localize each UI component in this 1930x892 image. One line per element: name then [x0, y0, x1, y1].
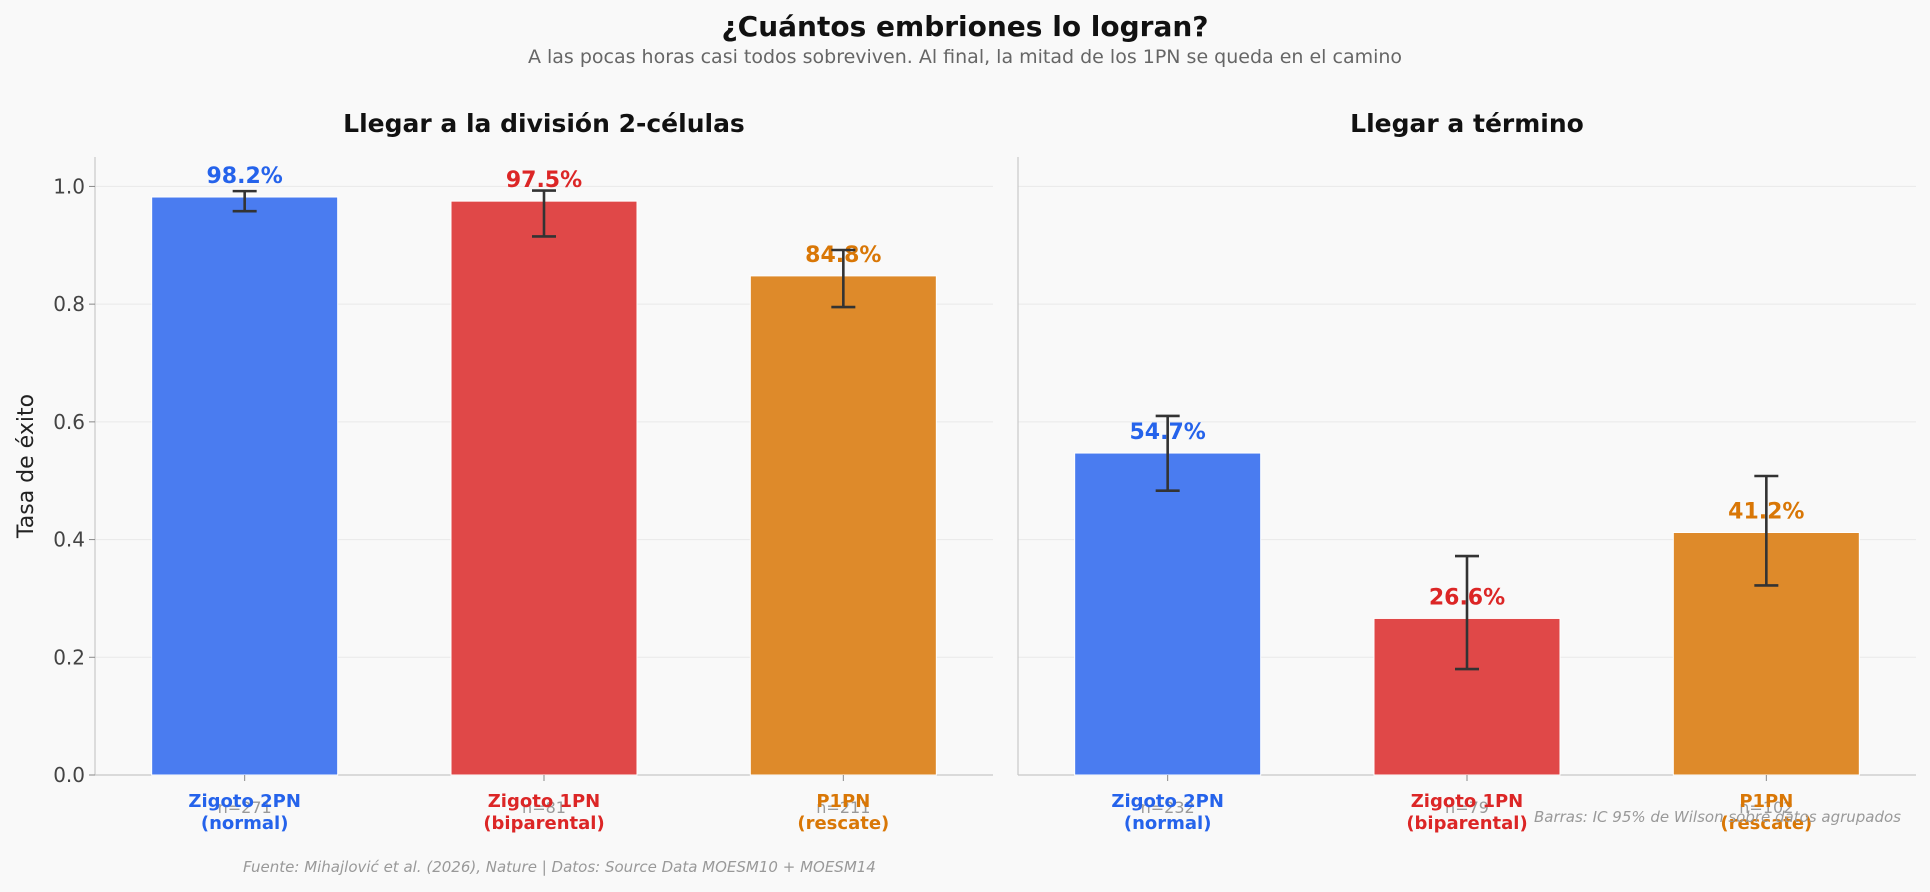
category-sublabel-0-0: (normal): [201, 813, 289, 834]
category-sublabel-1-2: (rescate): [1720, 813, 1812, 834]
value-label-0-0: 98.2%: [207, 164, 283, 189]
category-sublabel-0-1: (biparental): [483, 813, 604, 834]
y-tick-label-1: 0.2: [53, 645, 85, 669]
n-label-1-0: n=232: [1141, 798, 1195, 817]
panel-title-0: Llegar a la división 2-células: [343, 109, 745, 138]
category-label-0-0: Zigoto 2PN: [188, 791, 301, 812]
source-footnote: Fuente: Mihajlović et al. (2026), Nature…: [243, 858, 876, 876]
y-tick-label-3: 0.6: [53, 410, 85, 434]
category-label-0-2: P1PN: [816, 791, 870, 812]
n-label-1-1: n=79: [1445, 798, 1489, 817]
bar-1-0: [1074, 452, 1262, 776]
category-sublabel-1-1: (biparental): [1406, 813, 1527, 834]
panel-title-1: Llegar a término: [1350, 109, 1584, 138]
bar-0-1: [450, 200, 638, 776]
category-sublabel-0-2: (rescate): [797, 813, 889, 834]
category-label-1-1: Zigoto 1PN: [1411, 791, 1524, 812]
category-label-1-2: P1PN: [1739, 791, 1793, 812]
y-tick-label-4: 0.8: [53, 292, 85, 316]
chart-subtitle: A las pocas horas casi todos sobreviven.…: [527, 46, 1403, 68]
error-bar-note: Barras: IC 95% de Wilson sobre datos agr…: [1533, 808, 1901, 826]
y-tick-label-0: 0.0: [53, 763, 85, 787]
category-label-0-1: Zigoto 1PN: [488, 791, 601, 812]
category-sublabel-1-0: (normal): [1124, 813, 1212, 834]
value-label-0-1: 97.5%: [506, 168, 582, 193]
y-tick-label-5: 1.0: [53, 174, 85, 198]
n-label-1-2: n=102: [1739, 798, 1793, 817]
bar-0-2: [749, 275, 937, 776]
category-label-1-0: Zigoto 2PN: [1111, 791, 1224, 812]
n-label-0-2: n=211: [816, 798, 870, 817]
y-axis-label: Tasa de éxito: [14, 394, 39, 539]
bar-0-0: [151, 196, 339, 776]
chart-title: ¿Cuántos embriones lo logran?: [721, 10, 1209, 43]
y-tick-label-2: 0.4: [53, 528, 85, 552]
n-label-0-1: n=81: [522, 798, 566, 817]
n-label-0-0: n=271: [218, 798, 272, 817]
